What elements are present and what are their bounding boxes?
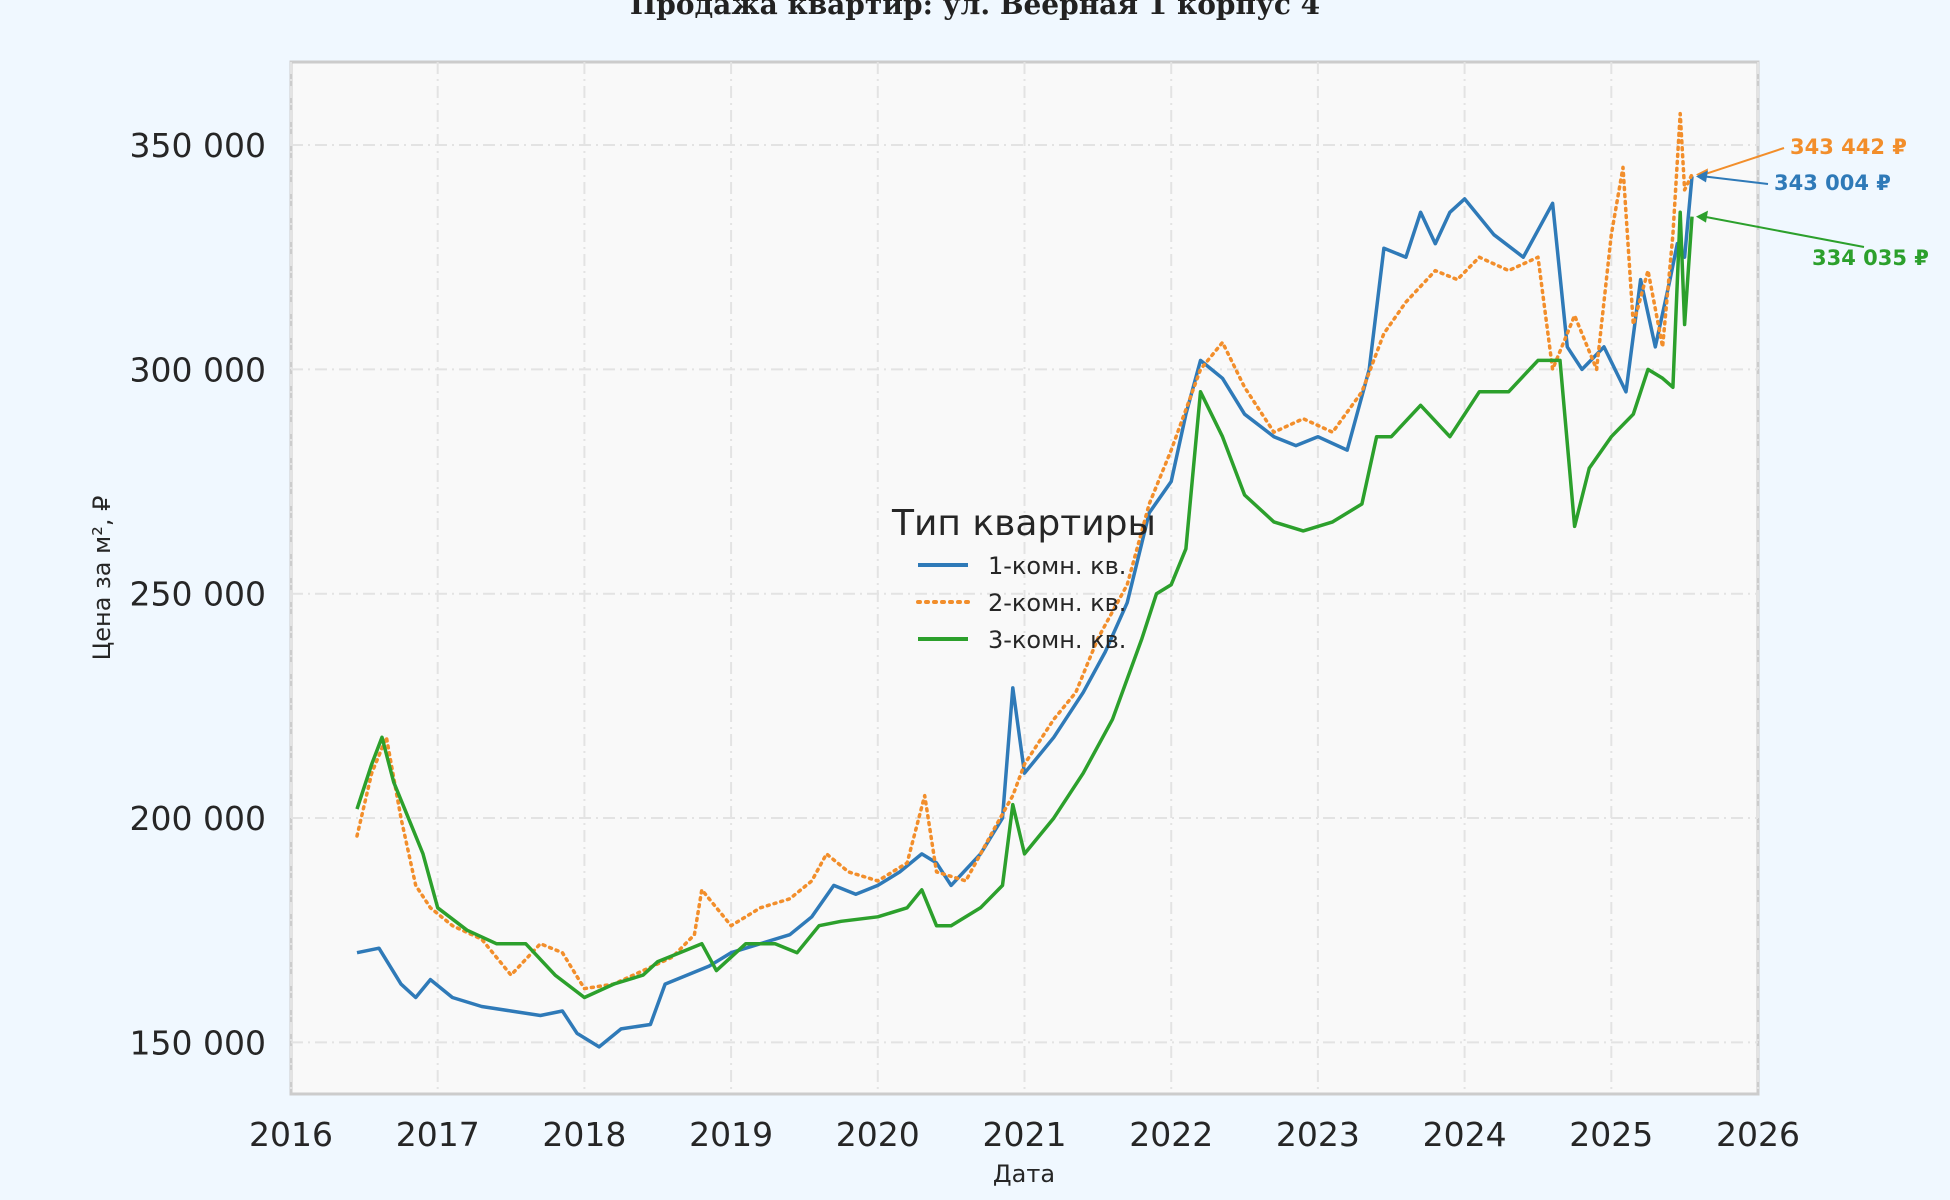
series-line: [356, 176, 1694, 1049]
x-axis-label: Дата: [993, 1160, 1055, 1188]
x-tick-label: 2016: [249, 1115, 333, 1154]
x-tick-label: 2018: [542, 1115, 626, 1154]
y-tick-label: 150 000: [130, 1023, 266, 1062]
annotation-arrowhead: [1695, 170, 1708, 183]
legend-title: Тип квартиры: [891, 503, 1156, 544]
x-tick-label: 2024: [1423, 1115, 1507, 1154]
y-tick-label: 300 000: [130, 350, 266, 389]
y-axis-label: Цена за м², ₽: [88, 496, 116, 661]
annotation-arrowhead: [1695, 210, 1708, 223]
annotation-arrow: [1703, 215, 1865, 248]
x-tick-label: 2019: [689, 1115, 773, 1154]
annotation-label: 343 442 ₽: [1790, 135, 1907, 159]
annotation-label: 343 004 ₽: [1774, 171, 1891, 195]
x-tick-label: 2023: [1276, 1115, 1360, 1154]
annotation-arrow: [1703, 147, 1785, 176]
series-line: [355, 210, 1694, 1000]
x-tick-label: 2021: [983, 1115, 1067, 1154]
annotation-label: 334 035 ₽: [1812, 246, 1929, 270]
axis-ticks: 2016 2017 2018 2019 2020 2021 2022 2023 2024 2025…: [130, 126, 1800, 1154]
x-tick-label: 2017: [396, 1115, 480, 1154]
y-tick-label: 350 000: [130, 126, 266, 165]
annotation-arrow: [1703, 175, 1769, 185]
y-tick-label: 250 000: [130, 575, 266, 614]
grid: [290, 62, 1759, 1094]
x-tick-label: 2022: [1129, 1115, 1213, 1154]
x-tick-label: 2026: [1716, 1115, 1800, 1154]
legend: Тип квартиры 1-комн. кв. 2-комн. кв. 3-комн…: [891, 503, 1156, 654]
series-lines: [355, 111, 1694, 1049]
x-tick-label: 2020: [836, 1115, 920, 1154]
annotations: 343 442 ₽ 343 004 ₽ 334 035 ₽: [1695, 135, 1929, 270]
chart-title: Продажа квартир: ул. Веерная 1 корпус 4: [630, 0, 1320, 21]
series-line: [355, 111, 1694, 991]
legend-entry: 1-комн. кв.: [988, 552, 1126, 580]
legend-entry: 3-комн. кв.: [988, 626, 1126, 654]
y-tick-label: 200 000: [130, 799, 266, 838]
x-tick-label: 2025: [1569, 1115, 1653, 1154]
legend-entry: 2-комн. кв.: [988, 589, 1126, 617]
